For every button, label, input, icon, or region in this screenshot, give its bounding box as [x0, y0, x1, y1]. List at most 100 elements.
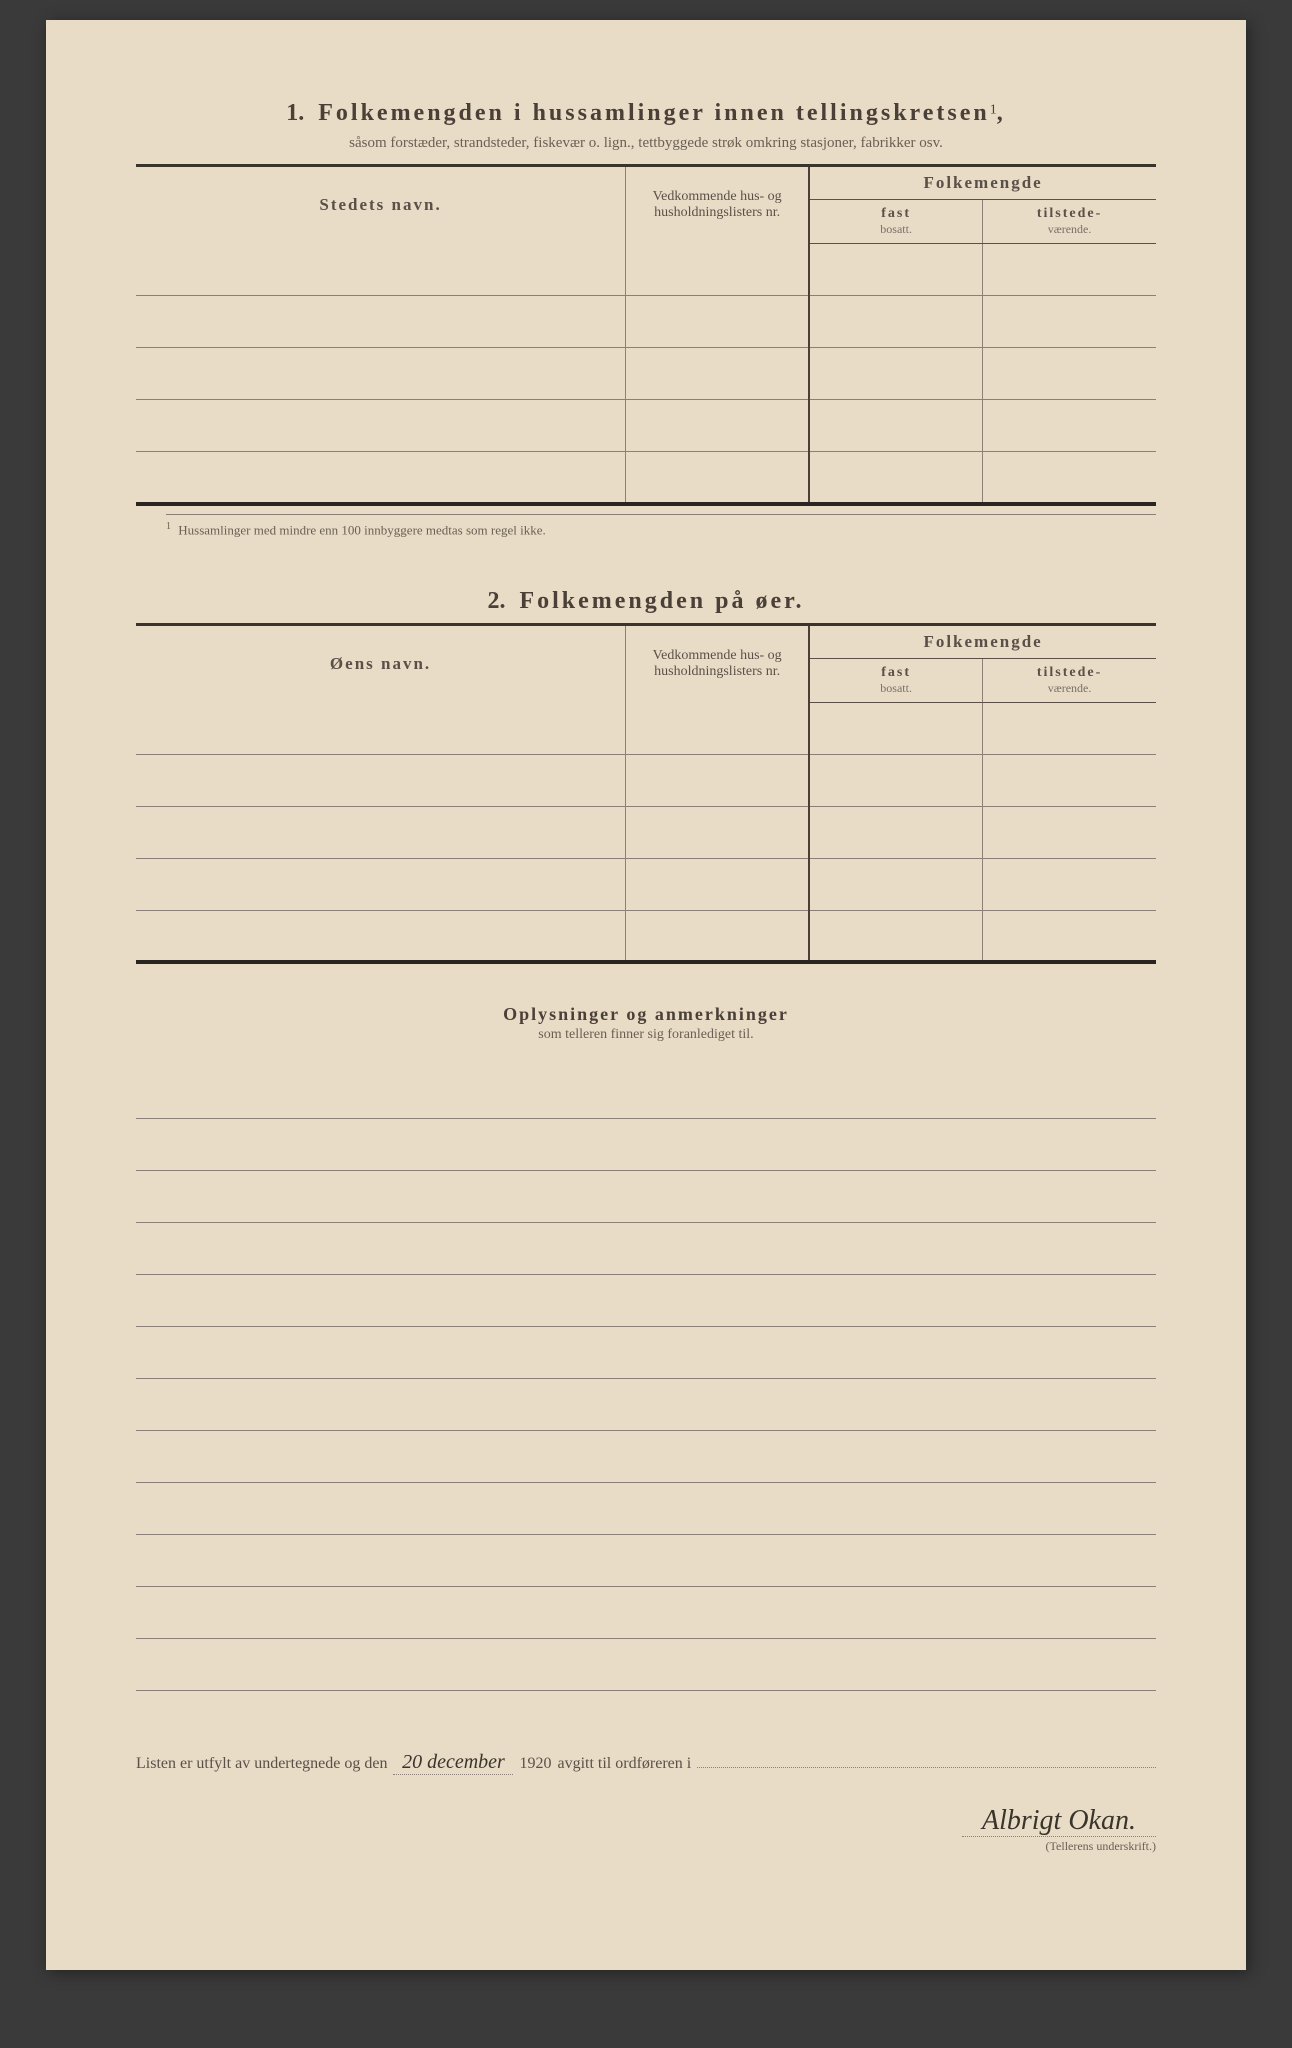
table-row — [136, 910, 1156, 962]
cell-name — [136, 910, 626, 962]
cell-lists — [626, 754, 810, 806]
section1-subtitle: såsom forstæder, strandsteder, fiskevær … — [136, 135, 1156, 152]
cell-tilstede — [983, 348, 1156, 400]
cell-fast — [809, 348, 982, 400]
ruled-line — [136, 1275, 1156, 1327]
ruled-line — [136, 1119, 1156, 1171]
table-row — [136, 702, 1156, 754]
table-row — [136, 806, 1156, 858]
cell-tilstede — [983, 452, 1156, 504]
ruled-line — [136, 1535, 1156, 1587]
remarks-title-block: Oplysninger og anmerkninger som telleren… — [136, 1004, 1156, 1043]
cell-fast — [809, 858, 982, 910]
cell-fast — [809, 296, 982, 348]
sig-date-handwritten: 20 december — [393, 1751, 513, 1775]
cell-name — [136, 452, 626, 504]
table-row — [136, 244, 1156, 296]
ruled-line — [136, 1431, 1156, 1483]
table-row — [136, 452, 1156, 504]
cell-name — [136, 244, 626, 296]
cell-name — [136, 702, 626, 754]
ruled-line — [136, 1379, 1156, 1431]
col-header-lists: Vedkommende hus- og husholdningslisters … — [626, 166, 810, 244]
section2-number: 2. — [487, 588, 505, 614]
cell-lists — [626, 452, 810, 504]
section2: 2. Folkemengden på øer. Øens navn. Vedko… — [136, 588, 1156, 965]
signature-line: Listen er utfylt av undertegnede og den … — [136, 1751, 1156, 1775]
cell-lists — [626, 400, 810, 452]
section1-superscript: 1 — [990, 103, 997, 118]
cell-name — [136, 348, 626, 400]
ruled-line — [136, 1483, 1156, 1535]
cell-fast — [809, 910, 982, 962]
cell-name — [136, 858, 626, 910]
cell-fast — [809, 806, 982, 858]
section1-table: Stedets navn. Vedkommende hus- og hushol… — [136, 164, 1156, 506]
table-row — [136, 754, 1156, 806]
remarks-heading: Oplysninger og anmerkninger — [136, 1004, 1156, 1025]
cell-fast — [809, 244, 982, 296]
ruled-line — [136, 1327, 1156, 1379]
cell-lists — [626, 858, 810, 910]
sig-prefix: Listen er utfylt av undertegnede og den — [136, 1755, 387, 1773]
cell-lists — [626, 296, 810, 348]
cell-tilstede — [983, 910, 1156, 962]
col-header-tilstede: tilstede- værende. — [983, 200, 1156, 244]
col-header-fast2: fast bosatt. — [809, 658, 982, 702]
ruled-line — [136, 1639, 1156, 1691]
col-header-lists2: Vedkommende hus- og husholdningslisters … — [626, 624, 810, 702]
cell-lists — [626, 348, 810, 400]
table-row — [136, 858, 1156, 910]
ruled-line — [136, 1223, 1156, 1275]
section2-heading: Folkemengden på øer. — [519, 588, 804, 614]
cell-name — [136, 296, 626, 348]
remarks-subtitle: som telleren finner sig foranlediget til… — [538, 1027, 753, 1042]
cell-fast — [809, 702, 982, 754]
col-header-folkemengde: Folkemengde — [809, 166, 1156, 200]
signature-label: (Tellerens underskrift.) — [136, 1839, 1156, 1854]
section1-suffix: , — [997, 100, 1006, 126]
ruled-line — [136, 1587, 1156, 1639]
cell-lists — [626, 806, 810, 858]
col-header-fast: fast bosatt. — [809, 200, 982, 244]
signature-right: Albrigt Okan. (Tellerens underskrift.) — [136, 1805, 1156, 1854]
cell-tilstede — [983, 400, 1156, 452]
section2-title-block: 2. Folkemengden på øer. — [136, 588, 1156, 615]
cell-fast — [809, 754, 982, 806]
col-header-tilstede2: tilstede- værende. — [983, 658, 1156, 702]
cell-name — [136, 806, 626, 858]
cell-tilstede — [983, 244, 1156, 296]
cell-fast — [809, 452, 982, 504]
ruled-line — [136, 1067, 1156, 1119]
cell-tilstede — [983, 858, 1156, 910]
signature-area: Listen er utfylt av undertegnede og den … — [136, 1751, 1156, 1854]
section1-heading: Folkemengden i hussamlinger innen tellin… — [318, 100, 990, 126]
section1-footnote: 1 Hussamlinger med mindre enn 100 innbyg… — [166, 514, 1156, 538]
table-row — [136, 400, 1156, 452]
cell-tilstede — [983, 296, 1156, 348]
cell-fast — [809, 400, 982, 452]
cell-name — [136, 754, 626, 806]
remarks-lines — [136, 1067, 1156, 1691]
col-header-name2: Øens navn. — [136, 624, 626, 702]
cell-lists — [626, 244, 810, 296]
col-header-name: Stedets navn. — [136, 166, 626, 244]
cell-lists — [626, 910, 810, 962]
table-row — [136, 348, 1156, 400]
section1-title-block: 1. Folkemengden i hussamlinger innen tel… — [136, 100, 1156, 127]
sig-middle: avgitt til ordføreren i — [557, 1755, 691, 1773]
sig-place — [697, 1767, 1156, 1768]
handwritten-signature: Albrigt Okan. — [962, 1805, 1156, 1837]
cell-tilstede — [983, 806, 1156, 858]
section3: Oplysninger og anmerkninger som telleren… — [136, 1004, 1156, 1691]
cell-tilstede — [983, 702, 1156, 754]
table-row — [136, 296, 1156, 348]
sig-year: 1920 — [519, 1755, 551, 1773]
document-page: 1. Folkemengden i hussamlinger innen tel… — [46, 20, 1246, 1970]
col-header-folkemengde2: Folkemengde — [809, 624, 1156, 658]
cell-tilstede — [983, 754, 1156, 806]
section1-number: 1. — [286, 100, 304, 126]
section2-table: Øens navn. Vedkommende hus- og husholdni… — [136, 623, 1156, 965]
cell-lists — [626, 702, 810, 754]
cell-name — [136, 400, 626, 452]
